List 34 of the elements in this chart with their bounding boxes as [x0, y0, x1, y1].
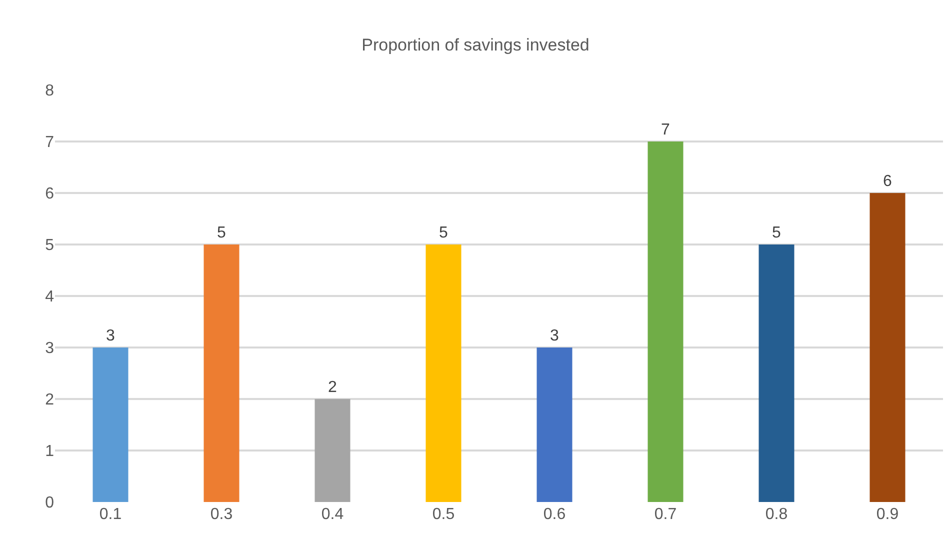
- x-tick-label: 0.1: [99, 506, 122, 523]
- x-tick-label: 0.4: [321, 506, 344, 523]
- y-tick-label: 0: [45, 494, 54, 512]
- bar: [314, 399, 350, 502]
- data-label: 5: [439, 224, 448, 242]
- x-tick-label: 0.6: [543, 506, 566, 523]
- y-tick-label: 6: [45, 186, 54, 203]
- data-label: 5: [217, 224, 226, 242]
- x-tick-label: 0.7: [654, 506, 677, 523]
- data-label: 5: [772, 224, 781, 242]
- bar: [204, 244, 240, 502]
- bar: [870, 193, 906, 502]
- bar: [92, 348, 128, 502]
- bar: [648, 142, 684, 502]
- x-tick-label: 0.8: [765, 506, 788, 523]
- data-label: 3: [106, 328, 115, 344]
- y-tick-label: 2: [45, 392, 54, 409]
- x-tick-label: 0.3: [210, 506, 233, 523]
- y-tick-label: 8: [45, 82, 54, 100]
- y-tick-label: 3: [45, 340, 54, 358]
- x-tick-label: 0.9: [876, 506, 899, 523]
- y-tick-label: 1: [45, 443, 54, 460]
- bar: [758, 244, 794, 502]
- y-tick-label: 7: [45, 134, 54, 152]
- data-label: 2: [328, 379, 337, 396]
- y-tick-label: 5: [45, 237, 54, 254]
- data-label: 7: [661, 122, 670, 138]
- x-tick-label: 0.5: [432, 506, 455, 523]
- bar: [426, 244, 462, 502]
- data-label: 3: [550, 328, 559, 344]
- chart-title: Proportion of savings invested: [362, 35, 590, 54]
- data-label: 6: [883, 173, 892, 190]
- bar: [536, 348, 572, 502]
- y-tick-label: 4: [45, 288, 54, 306]
